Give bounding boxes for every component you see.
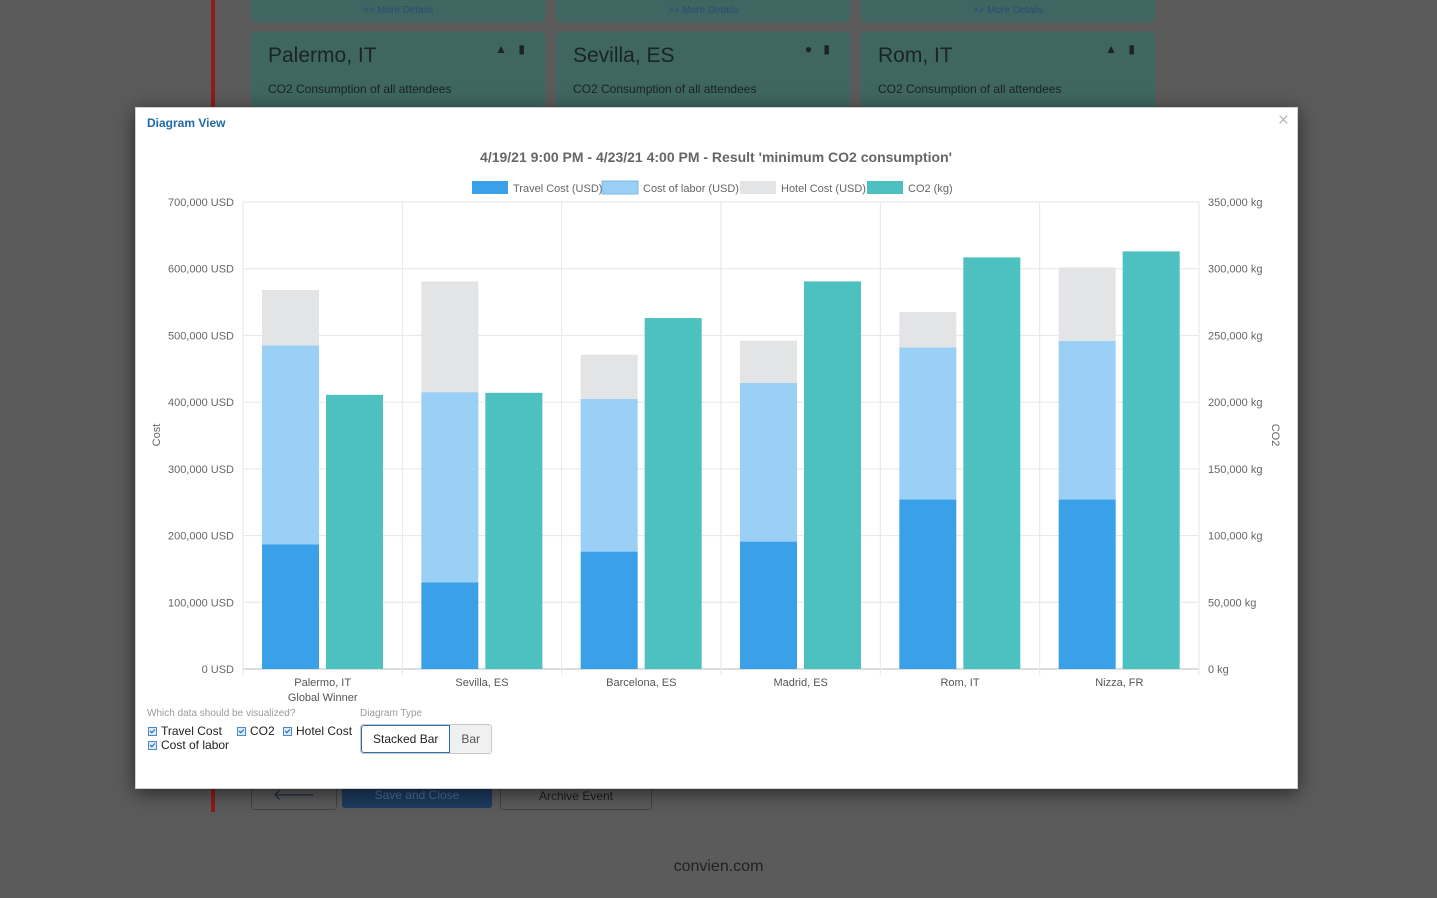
bar-co2 — [963, 257, 1021, 669]
cost-co2-chart: 4/19/21 9:00 PM - 4/23/21 4:00 PM - Resu… — [151, 149, 1281, 704]
bar-segment — [1058, 499, 1116, 669]
y-tick-label: 500,000 USD — [168, 330, 234, 342]
checkbox-checked-icon — [148, 726, 157, 736]
y-tick-label: 400,000 USD — [168, 397, 234, 409]
checkbox-checked-icon — [148, 740, 157, 750]
y2-tick-label: 200,000 kg — [1208, 397, 1262, 409]
legend-label: Cost of labor (USD) — [643, 183, 739, 195]
modal-title: Diagram View — [147, 116, 226, 130]
data-selection-label: Which data should be visualized? — [147, 708, 296, 719]
bar-segment — [580, 354, 638, 399]
y2-tick-label: 100,000 kg — [1208, 531, 1262, 543]
bar-co2 — [485, 392, 543, 669]
city-name: Sevilla, ES — [573, 44, 675, 67]
city-subtitle: CO2 Consumption of all attendees — [268, 82, 452, 96]
info-bookmark-icon[interactable]: ● ▮ — [804, 42, 834, 56]
bar-segment — [262, 345, 319, 545]
bar-co2 — [1122, 251, 1180, 669]
arrow-left-icon: 🡐 — [272, 787, 316, 804]
y2-tick-label: 0 kg — [1208, 664, 1229, 676]
x-tick-label: Madrid, ES — [773, 677, 827, 689]
bar-segment — [580, 551, 638, 669]
diagram-type-label: Diagram Type — [360, 708, 423, 719]
bar-co2 — [326, 394, 383, 669]
bar-segment — [1058, 267, 1116, 341]
bar-segment — [262, 290, 319, 346]
bar-segment — [421, 392, 479, 583]
y2-axis-title: CO2 — [1269, 424, 1281, 447]
checkbox-label: Hotel Cost — [296, 724, 353, 738]
bar-segment — [421, 281, 479, 393]
chart-title: 4/19/21 9:00 PM - 4/23/21 4:00 PM - Resu… — [480, 149, 952, 165]
bar-segment — [262, 544, 319, 669]
more-details-link[interactable]: >> More Details — [362, 5, 434, 16]
more-details-link[interactable]: >> More Details — [667, 5, 739, 16]
y-axis-title: Cost — [151, 424, 163, 447]
city-subtitle: CO2 Consumption of all attendees — [573, 82, 757, 96]
hotel-cost-checkbox[interactable]: Hotel Cost — [283, 724, 352, 738]
x-tick-label: Rom, IT — [940, 677, 979, 689]
city-name: Rom, IT — [878, 44, 953, 67]
travel-cost-checkbox[interactable]: Travel Cost — [148, 724, 222, 738]
bar-segment — [899, 312, 957, 348]
x-tick-label: Barcelona, ES — [606, 677, 676, 689]
bar-co2 — [804, 281, 861, 669]
warning-bookmark-icon[interactable]: ▲ ▮ — [495, 42, 529, 56]
cost-of-labor-checkbox[interactable]: Cost of labor — [148, 738, 229, 752]
x-tick-label: Nizza, FR — [1095, 677, 1143, 689]
y2-tick-label: 250,000 kg — [1208, 330, 1262, 342]
y2-tick-label: 300,000 kg — [1208, 264, 1262, 276]
checkbox-label: Cost of labor — [161, 738, 230, 752]
y-tick-label: 200,000 USD — [168, 531, 234, 543]
bar-co2 — [644, 318, 702, 669]
result-card-top-2: >> More Details — [556, 0, 850, 22]
legend-swatch — [601, 180, 639, 195]
close-icon[interactable]: × — [1277, 110, 1289, 131]
footer-brand: convien.com — [673, 858, 764, 875]
y2-tick-label: 50,000 kg — [1208, 597, 1256, 609]
y-tick-label: 100,000 USD — [168, 597, 234, 609]
city-subtitle: CO2 Consumption of all attendees — [878, 82, 1062, 96]
city-card-rom: Rom, IT ▲ ▮ CO2 Consumption of all atten… — [861, 32, 1155, 108]
legend-swatch — [740, 181, 776, 194]
bar-option[interactable]: Bar — [450, 725, 492, 753]
result-card-top-3: >> More Details — [861, 0, 1155, 22]
checkbox-checked-icon — [283, 726, 292, 736]
legend-label: Hotel Cost (USD) — [781, 183, 866, 195]
bar-segment — [1058, 340, 1116, 500]
bar-segment — [899, 347, 957, 500]
bar-segment — [740, 340, 797, 383]
bar-segment — [421, 582, 479, 669]
x-tick-label: Sevilla, ES — [455, 677, 508, 689]
warning-bookmark-icon[interactable]: ▲ ▮ — [1105, 42, 1139, 56]
co2-checkbox[interactable]: CO2 — [237, 724, 275, 738]
bar-segment — [740, 382, 797, 542]
city-card-sevilla: Sevilla, ES ● ▮ CO2 Consumption of all a… — [556, 32, 850, 108]
x-tick-label: Palermo, IT — [294, 677, 351, 689]
city-name: Palermo, IT — [268, 44, 377, 67]
y-tick-label: 700,000 USD — [168, 197, 234, 209]
legend-swatch — [867, 181, 903, 194]
diagram-type-toggle: Stacked Bar Bar — [360, 724, 493, 754]
legend-label: Travel Cost (USD) — [513, 183, 602, 195]
y2-tick-label: 350,000 kg — [1208, 197, 1262, 209]
y-tick-label: 300,000 USD — [168, 464, 234, 476]
result-card-top-1: >> More Details — [251, 0, 545, 22]
city-card-palermo: Palermo, IT ▲ ▮ CO2 Consumption of all a… — [251, 32, 545, 108]
bar-segment — [740, 541, 797, 669]
legend-swatch — [472, 181, 508, 194]
diagram-view-modal: Diagram View × 4/19/21 9:00 PM - 4/23/21… — [135, 107, 1298, 789]
y-tick-label: 600,000 USD — [168, 264, 234, 276]
y2-tick-label: 150,000 kg — [1208, 464, 1262, 476]
bar-segment — [580, 398, 638, 552]
checkbox-label: CO2 — [250, 724, 275, 738]
x-tick-sublabel: Global Winner — [288, 692, 358, 704]
stacked-bar-option[interactable]: Stacked Bar — [361, 725, 451, 753]
checkbox-label: Travel Cost — [161, 724, 222, 738]
legend-label: CO2 (kg) — [908, 183, 953, 195]
more-details-link[interactable]: >> More Details — [972, 5, 1044, 16]
checkbox-checked-icon — [237, 726, 246, 736]
bar-segment — [899, 499, 957, 669]
y-tick-label: 0 USD — [202, 664, 234, 676]
